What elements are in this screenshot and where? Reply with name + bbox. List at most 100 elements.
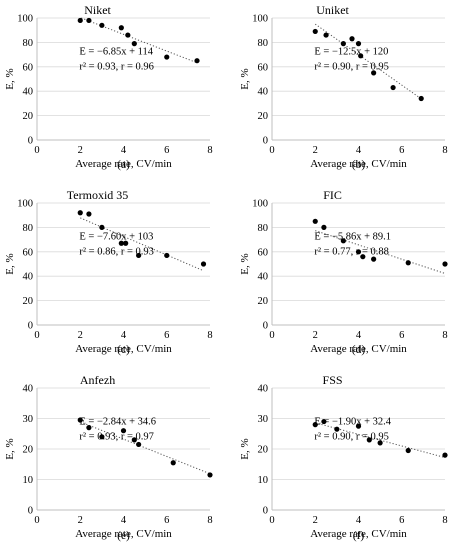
- data-point: [99, 224, 105, 230]
- trendline: [80, 421, 211, 475]
- data-point: [405, 260, 411, 266]
- x-tick-label: 4: [356, 515, 362, 526]
- y-tick-label: 60: [258, 62, 269, 73]
- y-tick-label: 20: [23, 111, 34, 122]
- data-point: [312, 28, 318, 35]
- x-tick-label: 4: [356, 330, 362, 341]
- data-point: [349, 36, 355, 42]
- x-tick-label: 0: [269, 145, 274, 156]
- x-tick-label: 4: [356, 145, 362, 156]
- x-tick-label: 2: [78, 330, 83, 341]
- regression-annotation: r² = 0.77, r = 0.88: [314, 247, 388, 258]
- x-tick-label: 6: [399, 515, 404, 526]
- x-tick-label: 2: [78, 515, 83, 526]
- data-point: [360, 254, 366, 260]
- y-tick-label: 60: [23, 62, 34, 73]
- regression-annotation: E = −5.86x + 89.1: [314, 232, 391, 243]
- data-point: [118, 25, 124, 31]
- y-tick-label: 0: [28, 136, 33, 147]
- x-tick-label: 4: [121, 330, 127, 341]
- y-tick-label: 80: [258, 38, 269, 49]
- data-point: [200, 261, 207, 267]
- panel-label: (b): [352, 159, 366, 171]
- y-tick-label: 20: [23, 296, 34, 307]
- chart-title: Anfezh: [80, 373, 115, 387]
- x-axis-label: Average rate, CV/min: [310, 343, 407, 355]
- data-point: [194, 58, 200, 64]
- x-tick-label: 4: [121, 145, 127, 156]
- y-tick-label: 20: [258, 111, 269, 122]
- data-point: [312, 422, 318, 428]
- x-tick-label: 2: [313, 515, 318, 526]
- y-tick-label: 40: [23, 87, 34, 98]
- x-tick-label: 6: [164, 145, 169, 156]
- x-tick-label: 8: [207, 330, 212, 341]
- panel-label: (f): [353, 530, 365, 542]
- x-tick-label: 6: [164, 330, 169, 341]
- chart-title: Niket: [84, 3, 111, 17]
- x-axis-label: Average rate, CV/min: [75, 343, 172, 355]
- x-tick-label: 2: [313, 330, 318, 341]
- panel-label: (a): [117, 159, 130, 171]
- y-tick-label: 0: [263, 506, 268, 517]
- data-point: [77, 210, 83, 216]
- data-point: [340, 238, 346, 244]
- x-axis-label: Average rate, CV/min: [75, 158, 172, 170]
- y-tick-label: 0: [263, 136, 268, 147]
- data-point: [131, 437, 137, 443]
- x-tick-label: 0: [269, 515, 274, 526]
- y-tick-label: 20: [258, 296, 269, 307]
- data-point: [123, 240, 129, 246]
- y-axis-label: E, %: [4, 68, 16, 89]
- y-axis-label: E, %: [239, 68, 251, 89]
- data-point: [164, 54, 170, 60]
- y-tick-label: 20: [23, 445, 34, 456]
- data-point: [418, 95, 424, 102]
- x-axis-label: Average rate, CV/min: [310, 528, 407, 540]
- y-tick-label: 100: [17, 14, 33, 25]
- chart-panel-niket: 0 20 40 60 80 100 0 2 4 6 8 Average rate, CV/min E, …: [4, 3, 213, 171]
- x-tick-label: 8: [442, 330, 447, 341]
- data-point: [77, 17, 83, 24]
- y-axis-label: E, %: [4, 438, 16, 459]
- data-point: [334, 426, 340, 432]
- data-point: [371, 256, 377, 262]
- regression-annotation: E = −7.60x + 103: [79, 232, 153, 243]
- y-tick-label: 0: [28, 321, 33, 332]
- y-tick-label: 80: [23, 223, 34, 234]
- x-tick-label: 0: [34, 145, 39, 156]
- data-point: [355, 423, 362, 429]
- data-point: [366, 437, 372, 443]
- data-point: [99, 22, 105, 28]
- data-point: [321, 224, 327, 230]
- chart-title: Uniket: [316, 3, 349, 17]
- regression-annotation: r² = 0.93, r = 0.97: [79, 432, 153, 443]
- y-tick-label: 10: [23, 475, 34, 486]
- data-point: [99, 434, 105, 440]
- trendline: [81, 17, 198, 64]
- y-tick-label: 100: [252, 14, 268, 25]
- chart-panel-termoxid-35: 0 20 40 60 80 100 0 2 4 6 8 Average rate, CV/min E, …: [4, 188, 213, 356]
- y-tick-label: 20: [258, 445, 269, 456]
- data-point: [77, 417, 83, 423]
- y-tick-label: 0: [263, 321, 268, 332]
- x-tick-label: 6: [399, 145, 404, 156]
- regression-annotation: E = −2.84x + 34.6: [79, 417, 156, 428]
- x-axis-label: Average rate, CV/min: [75, 528, 172, 540]
- y-tick-label: 30: [23, 414, 34, 425]
- y-tick-label: 40: [23, 384, 34, 395]
- data-point: [207, 472, 213, 478]
- trendline: [80, 217, 204, 272]
- regression-annotation: r² = 0.90, r = 0.95: [314, 432, 388, 443]
- data-point: [136, 441, 142, 448]
- x-tick-label: 6: [164, 515, 169, 526]
- data-point: [442, 261, 448, 267]
- regression-annotation: r² = 0.86, r = 0.93: [79, 247, 153, 258]
- chart-title: FSS: [323, 373, 343, 387]
- trendline: [315, 230, 446, 274]
- data-point: [86, 17, 92, 24]
- data-point: [340, 41, 346, 47]
- y-tick-label: 80: [23, 38, 34, 49]
- data-point: [86, 425, 92, 431]
- chart-panel-uniket: 0 20 40 60 80 100 0 2 4 6 8 Average rate, CV/min E, …: [239, 3, 448, 171]
